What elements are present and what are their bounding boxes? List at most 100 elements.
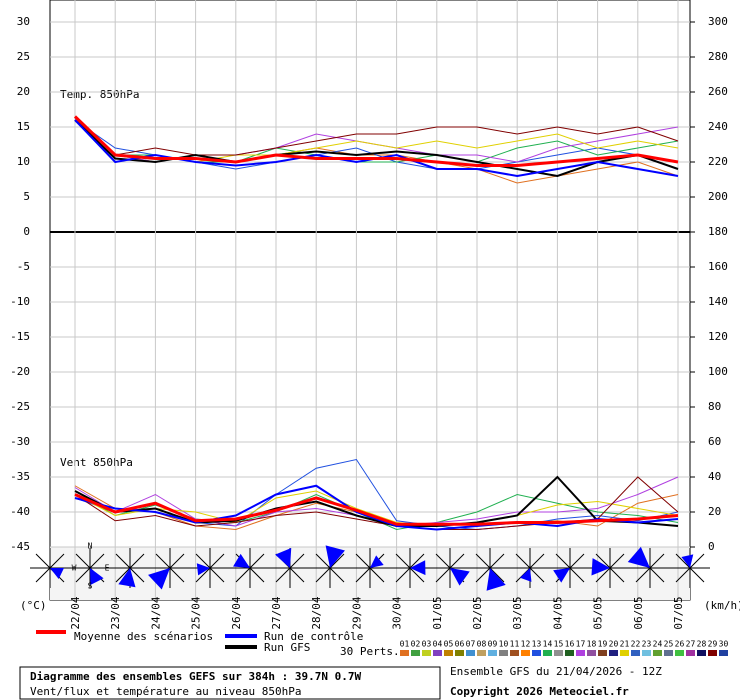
series-line bbox=[74, 493, 679, 526]
legend-entry: 30 bbox=[719, 640, 729, 649]
rose-petal bbox=[325, 545, 345, 568]
y-tick-label: 20 bbox=[17, 85, 30, 98]
x-tick-label: 25/04 bbox=[190, 596, 203, 629]
legend-entry: 22 bbox=[631, 640, 641, 649]
legend-entry: 27 bbox=[686, 640, 696, 649]
legend-swatch bbox=[686, 650, 695, 656]
legend-swatch bbox=[477, 650, 486, 656]
legend-entry: 24 bbox=[653, 640, 663, 649]
x-tick-label: 29/04 bbox=[350, 596, 363, 629]
legend-entry: Moyenne des scénarios bbox=[74, 630, 213, 643]
rose-petal bbox=[370, 555, 384, 568]
legend-swatch bbox=[422, 650, 431, 656]
legend-entry: 29 bbox=[708, 640, 718, 649]
legend-entry: 12 bbox=[521, 640, 531, 649]
rose-petal bbox=[410, 560, 426, 576]
legend-swatch bbox=[510, 650, 519, 656]
legend-entry: 04 bbox=[433, 640, 443, 649]
y-tick-label: 0 bbox=[23, 225, 30, 238]
x-tick-label: 27/04 bbox=[270, 596, 283, 629]
x-tick-label: 03/05 bbox=[511, 596, 524, 629]
compass-label: S bbox=[88, 582, 93, 591]
y-tick-label: 15 bbox=[17, 120, 30, 133]
rose-petal bbox=[233, 553, 250, 568]
x-tick-label: 22/04 bbox=[69, 596, 82, 629]
legend-swatch bbox=[719, 650, 728, 656]
legend-swatch bbox=[466, 650, 475, 656]
legend-entry: 17 bbox=[576, 640, 586, 649]
legend-swatch bbox=[598, 650, 607, 656]
y2-tick-label: 120 bbox=[708, 330, 728, 343]
y-unit: (°C) bbox=[20, 599, 47, 612]
y2-tick-label: 280 bbox=[708, 50, 728, 63]
y-tick-label: -45 bbox=[10, 540, 30, 553]
legend-entry: 19 bbox=[598, 640, 608, 649]
y2-tick-label: 40 bbox=[708, 470, 721, 483]
legend-entry: 28 bbox=[697, 640, 707, 649]
y2-tick-label: 20 bbox=[708, 505, 721, 518]
y2-tick-label: 220 bbox=[708, 155, 728, 168]
legend-entry: 01 bbox=[400, 640, 410, 649]
legend-entry: 18 bbox=[587, 640, 597, 649]
legend-entry: 23 bbox=[642, 640, 652, 649]
legend-swatch bbox=[675, 650, 684, 656]
x-tick-label: 28/04 bbox=[310, 596, 323, 629]
x-tick-label: 23/04 bbox=[109, 596, 122, 629]
copyright: Copyright 2026 Meteociel.fr bbox=[450, 685, 629, 698]
y-tick-label: 5 bbox=[23, 190, 30, 203]
compass-label: N bbox=[88, 542, 93, 551]
panel-label: Vent 850hPa bbox=[60, 456, 133, 469]
rose-petal bbox=[148, 568, 170, 590]
legend-swatch bbox=[499, 650, 508, 656]
legend-swatch bbox=[642, 650, 651, 656]
legend-entry: 15 bbox=[554, 640, 564, 649]
rose-petal bbox=[591, 558, 610, 576]
legend-swatch bbox=[433, 650, 442, 656]
legend-swatch bbox=[653, 650, 662, 656]
legend-swatch bbox=[543, 650, 552, 656]
legend-swatch bbox=[411, 650, 420, 656]
series-line bbox=[74, 490, 679, 527]
info-box bbox=[19, 666, 441, 700]
x-tick-label: 02/05 bbox=[471, 596, 484, 629]
y-tick-label: 10 bbox=[17, 155, 30, 168]
legend-swatch bbox=[400, 650, 409, 656]
legend-swatch bbox=[587, 650, 596, 656]
y2-tick-label: 160 bbox=[708, 260, 728, 273]
y2-tick-label: 260 bbox=[708, 85, 728, 98]
y2-tick-label: 60 bbox=[708, 435, 721, 448]
x-tick-label: 04/05 bbox=[551, 596, 564, 629]
legend-swatch bbox=[664, 650, 673, 656]
series-line bbox=[74, 475, 679, 527]
legend-swatch bbox=[455, 650, 464, 656]
legend-entry: 16 bbox=[565, 640, 575, 649]
info-title: Diagramme des ensembles GEFS sur 384h : … bbox=[30, 670, 362, 683]
legend-entry: 09 bbox=[488, 640, 498, 649]
x-tick-label: 06/05 bbox=[632, 596, 645, 629]
x-tick-label: 07/05 bbox=[672, 596, 685, 629]
x-tick-label: 24/04 bbox=[149, 596, 162, 629]
y-tick-label: -35 bbox=[10, 470, 30, 483]
y-tick-label: 25 bbox=[17, 50, 30, 63]
series-line bbox=[74, 119, 679, 156]
legend-entry: Run de contrôle bbox=[264, 630, 363, 643]
rose-petal bbox=[486, 568, 506, 591]
legend-entry: Run GFS bbox=[264, 641, 310, 654]
rose-petal bbox=[275, 548, 292, 568]
rose-petal bbox=[196, 563, 210, 576]
legend-entry: 25 bbox=[664, 640, 674, 649]
legend-swatch bbox=[708, 650, 717, 656]
y2-tick-label: 100 bbox=[708, 365, 728, 378]
rose-petal bbox=[681, 554, 694, 568]
legend-swatch bbox=[631, 650, 640, 656]
y2-tick-label: 140 bbox=[708, 295, 728, 308]
legend-swatch bbox=[697, 650, 706, 656]
x-tick-label: 05/05 bbox=[592, 596, 605, 629]
rose-petal bbox=[553, 568, 570, 583]
legend-entry: 21 bbox=[620, 640, 630, 649]
legend-entry: 11 bbox=[510, 640, 520, 649]
legend-swatch bbox=[444, 650, 453, 656]
y2-tick-label: 240 bbox=[708, 120, 728, 133]
y-tick-label: -10 bbox=[10, 295, 30, 308]
legend-entry: 13 bbox=[532, 640, 542, 649]
